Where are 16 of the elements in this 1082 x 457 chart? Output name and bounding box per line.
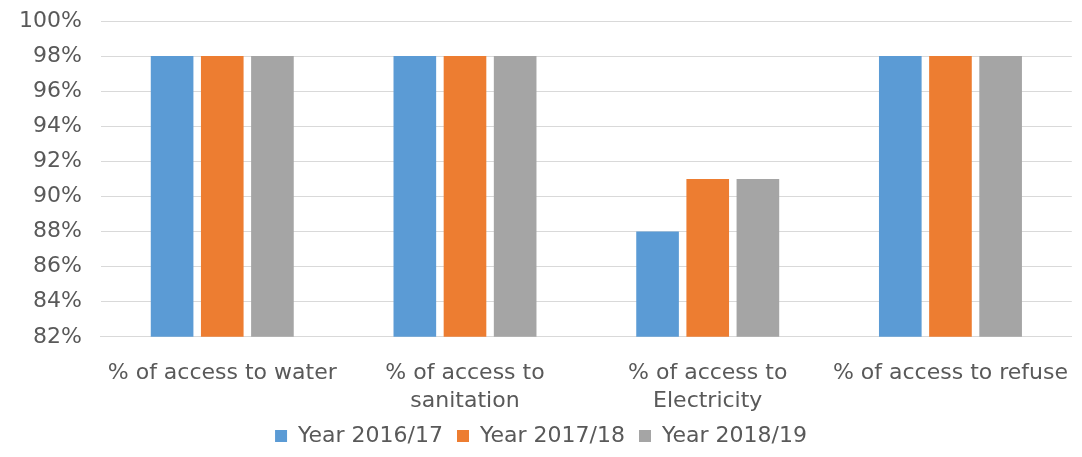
x-tick-label: % of access to refuse xyxy=(832,358,1069,384)
x-tick-label: % of access to water xyxy=(107,358,338,384)
legend-label: Year 2016/17 xyxy=(297,421,444,447)
legend-label: Year 2017/18 xyxy=(479,421,625,447)
y-tick-label: 88% xyxy=(32,217,82,243)
y-tick-label: 82% xyxy=(32,322,82,348)
y-tick-label: 98% xyxy=(32,41,82,67)
y-tick-label: 92% xyxy=(32,147,82,173)
y-tick-label: 100% xyxy=(18,6,82,32)
y-tick-label: 94% xyxy=(32,111,82,137)
y-tick-label: 86% xyxy=(32,252,82,278)
y-tick-label: 84% xyxy=(32,287,82,313)
x-tick-label: % of access to sanitation xyxy=(385,358,545,413)
y-tick-label: 96% xyxy=(32,76,82,102)
legend-label: Year 2018/19 xyxy=(660,421,807,447)
y-tick-label: 90% xyxy=(32,182,82,208)
